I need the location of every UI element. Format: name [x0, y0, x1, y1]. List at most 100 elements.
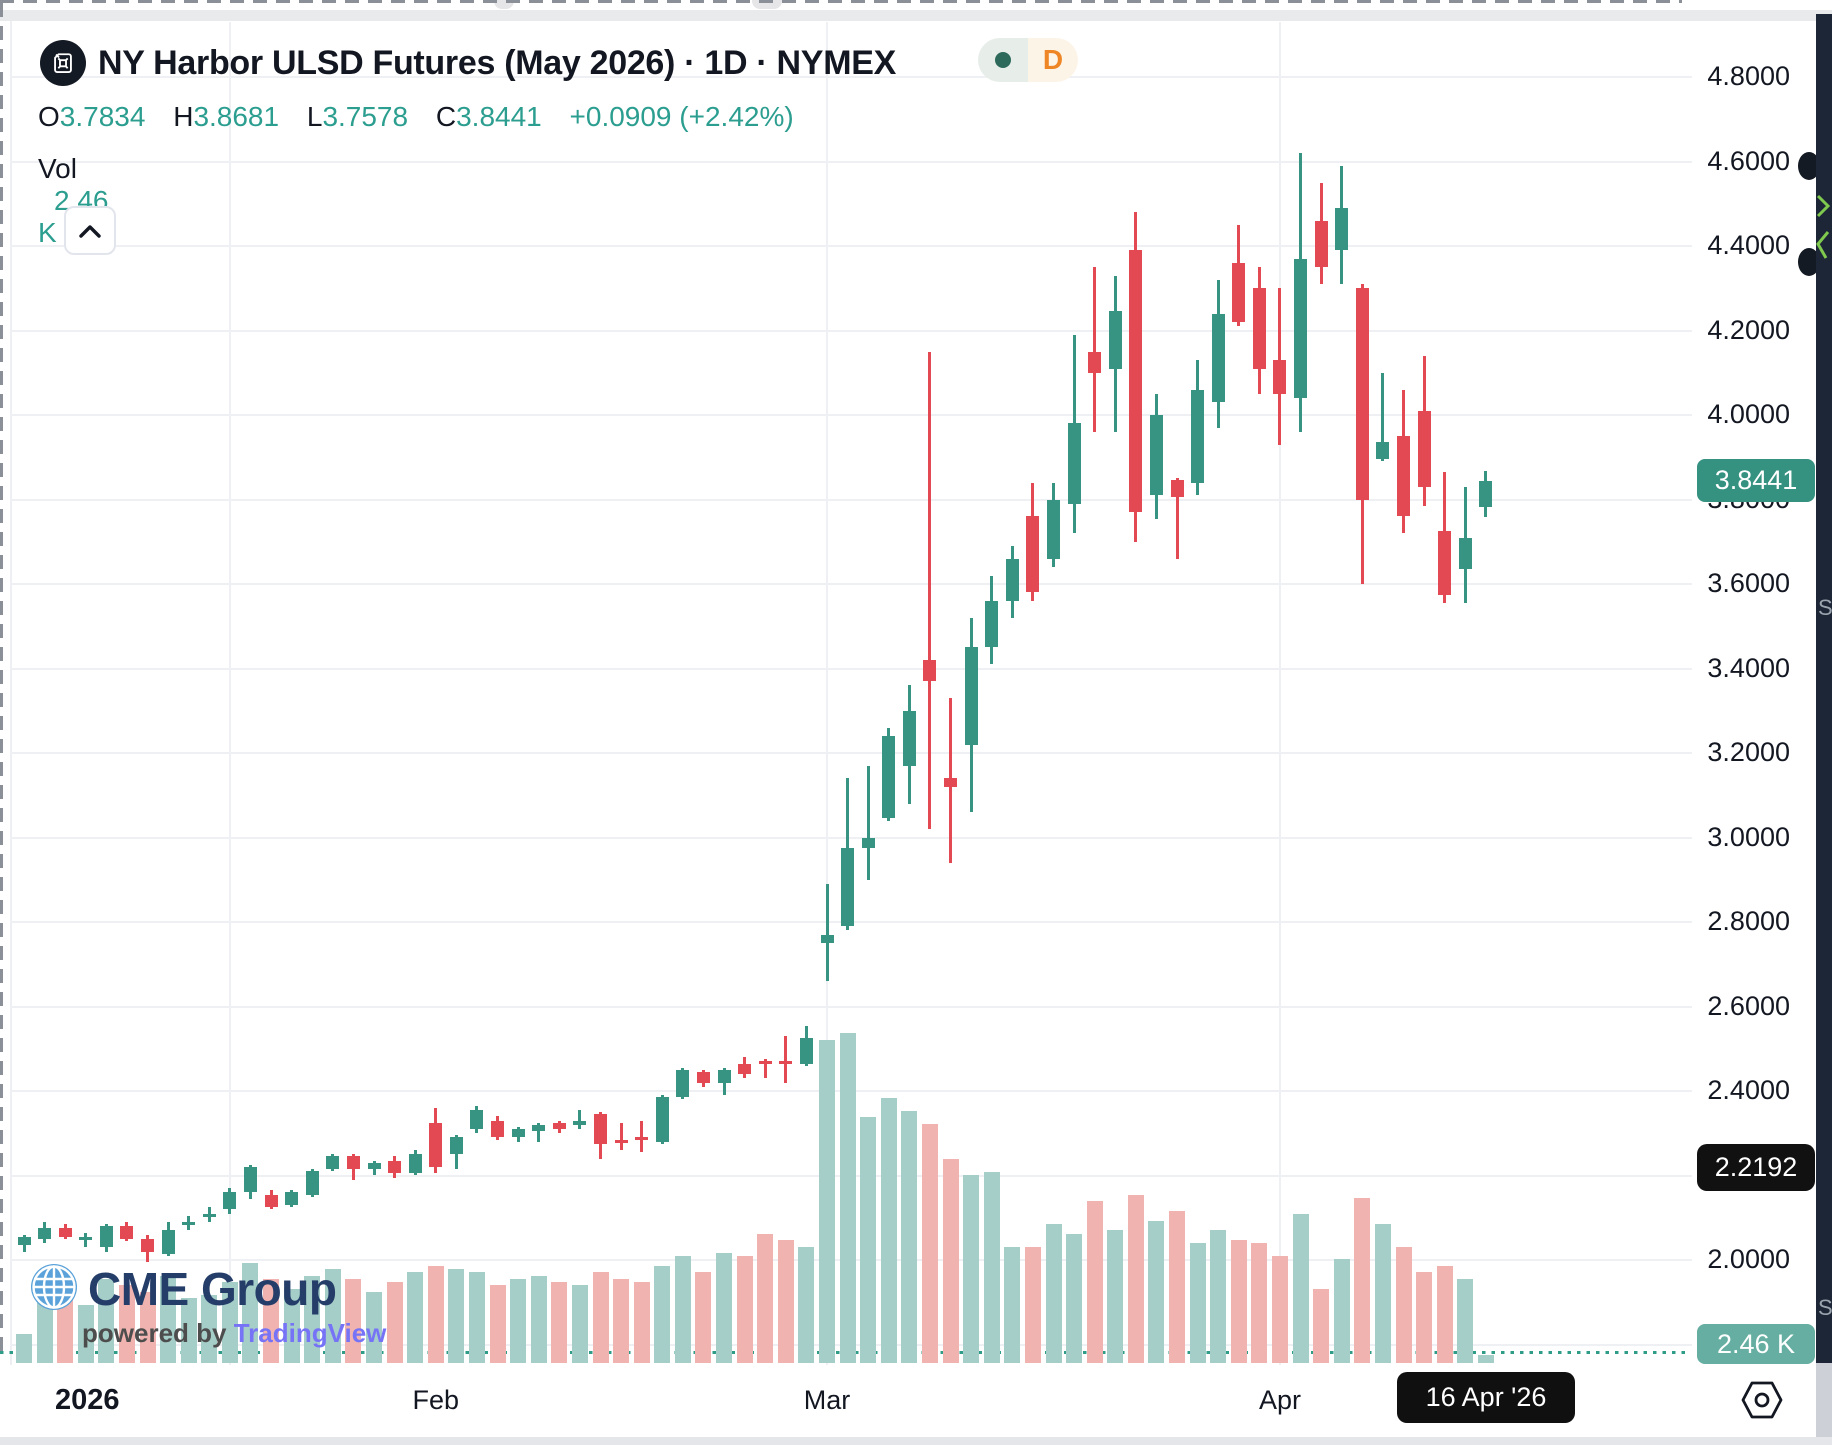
candle-body: [1067, 423, 1081, 504]
gridline-h: [10, 752, 1692, 754]
candle-body: [1438, 531, 1452, 595]
candle-body: [882, 736, 896, 819]
volume-bar: [1024, 1246, 1041, 1363]
volume-bar: [1395, 1246, 1412, 1363]
volume-legend: Vol 2.46 K: [38, 153, 109, 249]
time-tick-month: Apr: [1258, 1385, 1301, 1415]
volume-bar: [983, 1172, 1000, 1363]
time-axis[interactable]: 2026 16 Apr '26 Feb Mar Apr: [0, 1365, 1832, 1437]
candle-body: [1026, 516, 1040, 593]
adjacent-window-edge: [1816, 14, 1832, 1363]
volume-bar: [695, 1272, 712, 1363]
volume-bar: [1230, 1240, 1247, 1363]
candle-body: [1170, 480, 1184, 498]
gridline-h: [10, 498, 1692, 501]
candle-body: [861, 837, 875, 849]
volume-bar: [1457, 1278, 1474, 1363]
volume-axis-badge: 2.46 K: [1697, 1324, 1815, 1364]
symbol-title[interactable]: NY Harbor ULSD Futures (May 2026) · 1D ·…: [98, 43, 896, 82]
volume-bar: [901, 1110, 918, 1363]
candle-body: [285, 1192, 299, 1206]
volume-bar: [1107, 1230, 1124, 1363]
volume-bar: [201, 1295, 218, 1363]
candle-body: [1376, 442, 1390, 460]
volume-bar: [427, 1265, 444, 1363]
ohlc-legend: O3.7834 H3.8681 L3.7578 C3.8441 +0.0909 …: [38, 101, 794, 133]
candle-body: [223, 1192, 237, 1210]
volume-bar: [468, 1272, 485, 1363]
volume-bar: [1251, 1243, 1268, 1363]
low-value: 3.7578: [322, 101, 409, 132]
candle-wick: [866, 765, 870, 880]
volume-bar: [1477, 1355, 1494, 1363]
candle-body: [738, 1063, 752, 1075]
interval-selector[interactable]: D: [978, 38, 1078, 82]
volume-bar: [633, 1282, 650, 1363]
change-value: +0.0909 (+2.42%): [569, 101, 794, 132]
watermark-provider[interactable]: TradingView: [233, 1318, 387, 1348]
volume-bar: [880, 1097, 897, 1363]
candle-wick: [928, 351, 932, 830]
volume-bar: [366, 1291, 383, 1363]
volume-bar: [489, 1285, 506, 1363]
candle-body: [388, 1160, 402, 1174]
timescale-settings-icon[interactable]: [1740, 1380, 1784, 1425]
browser-tab-remnant: [752, 0, 782, 9]
volume-bar: [1436, 1265, 1453, 1363]
price-tick-label: 3.0000: [1707, 821, 1790, 852]
price-axis[interactable]: 4.80004.60004.40004.20004.00003.80003.60…: [1692, 0, 1816, 1445]
volume-bar: [942, 1159, 959, 1363]
cme-globe-icon: [30, 1263, 78, 1316]
volume-bar: [860, 1117, 877, 1363]
volume-bar: [407, 1272, 424, 1363]
volume-bar: [1004, 1246, 1021, 1363]
volume-bar: [139, 1291, 156, 1363]
watermark-brand: CME Group: [88, 1263, 337, 1315]
candle-body: [429, 1122, 443, 1168]
candle-body: [58, 1228, 72, 1237]
candle-body: [161, 1230, 175, 1254]
attribution-link[interactable]: CME Group powered by TradingView: [30, 1262, 386, 1349]
gridline-h: [10, 329, 1692, 332]
volume-bar: [798, 1246, 815, 1363]
price-tick-label: 3.2000: [1707, 737, 1790, 767]
market-status-dot: [978, 38, 1028, 82]
volume-bar: [1354, 1198, 1371, 1363]
volume-bar: [736, 1256, 753, 1363]
volume-bar: [118, 1285, 135, 1363]
candle-body: [1294, 258, 1308, 399]
candle-body: [326, 1156, 340, 1170]
collapse-legend-button[interactable]: [64, 206, 116, 255]
candle-body: [985, 600, 999, 648]
volume-bar: [777, 1240, 794, 1363]
gridline-h: [10, 160, 1692, 163]
candle-body: [264, 1194, 278, 1208]
candle-body: [38, 1228, 52, 1239]
volume-bar: [448, 1269, 465, 1363]
candle-wick: [1381, 372, 1385, 462]
time-tick-year: 2026: [55, 1384, 120, 1416]
crosshair-horizontal-line: [0, 0, 1682, 3]
low-label: L: [306, 101, 323, 132]
volume-bar: [839, 1033, 856, 1363]
candle-body: [964, 647, 978, 745]
price-tick-label: 2.6000: [1707, 990, 1790, 1021]
candle-body: [491, 1120, 505, 1138]
candle-body: [182, 1221, 196, 1225]
candle-body: [141, 1238, 155, 1252]
candle-wick: [578, 1110, 582, 1129]
close-value: 3.8441: [456, 101, 542, 132]
bottom-edge-strip: [0, 1437, 1832, 1445]
volume-bar: [77, 1304, 94, 1363]
candle-wick: [537, 1122, 541, 1142]
volume-bar: [304, 1275, 321, 1363]
volume-bar: [1333, 1259, 1350, 1363]
volume-bar: [386, 1282, 403, 1363]
candle-wick: [784, 1036, 788, 1083]
interval-daily-badge[interactable]: D: [1028, 38, 1078, 82]
gridline-h: [10, 1005, 1692, 1008]
candle-body: [99, 1226, 113, 1248]
volume-bar: [551, 1282, 568, 1363]
volume-bar: [1086, 1201, 1103, 1363]
